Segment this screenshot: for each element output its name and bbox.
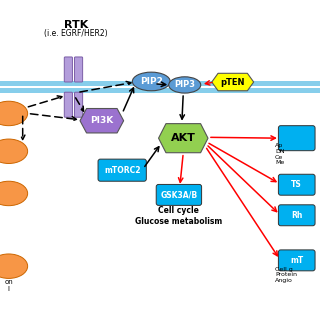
- Text: Cell g
Protein
Angio: Cell g Protein Angio: [275, 267, 297, 283]
- Text: pTEN: pTEN: [220, 77, 245, 86]
- Text: on
l: on l: [4, 279, 13, 292]
- Text: Rh: Rh: [291, 211, 302, 220]
- FancyBboxPatch shape: [64, 92, 72, 117]
- Text: TS: TS: [291, 180, 302, 189]
- FancyBboxPatch shape: [156, 184, 202, 205]
- Ellipse shape: [0, 101, 28, 126]
- Text: PI3K: PI3K: [90, 116, 114, 125]
- FancyBboxPatch shape: [0, 88, 320, 93]
- FancyBboxPatch shape: [278, 205, 315, 226]
- Text: mT: mT: [290, 256, 303, 265]
- FancyBboxPatch shape: [64, 57, 72, 82]
- Text: RTK: RTK: [63, 20, 88, 30]
- FancyBboxPatch shape: [98, 159, 146, 181]
- FancyBboxPatch shape: [278, 174, 315, 195]
- FancyBboxPatch shape: [278, 250, 315, 271]
- FancyBboxPatch shape: [75, 57, 83, 82]
- Polygon shape: [80, 108, 124, 133]
- Ellipse shape: [0, 139, 28, 164]
- Ellipse shape: [0, 181, 28, 206]
- Text: mTORC2: mTORC2: [104, 166, 140, 175]
- Ellipse shape: [169, 77, 201, 93]
- Text: GSK3A/B: GSK3A/B: [160, 190, 197, 199]
- Text: Cell cycle
Glucose metabolism: Cell cycle Glucose metabolism: [135, 206, 222, 226]
- FancyBboxPatch shape: [278, 126, 315, 151]
- FancyBboxPatch shape: [75, 92, 83, 117]
- Text: PIP3: PIP3: [174, 80, 195, 90]
- Ellipse shape: [0, 254, 28, 278]
- Text: AKT: AKT: [171, 133, 196, 143]
- Text: (i.e. EGRF/HER2): (i.e. EGRF/HER2): [44, 29, 108, 38]
- Polygon shape: [158, 124, 208, 153]
- Text: PIP2: PIP2: [140, 77, 163, 86]
- FancyBboxPatch shape: [0, 81, 320, 86]
- Ellipse shape: [132, 72, 170, 91]
- Text: Ap
DN
Ce
Me: Ap DN Ce Me: [275, 143, 284, 165]
- Polygon shape: [212, 73, 254, 91]
